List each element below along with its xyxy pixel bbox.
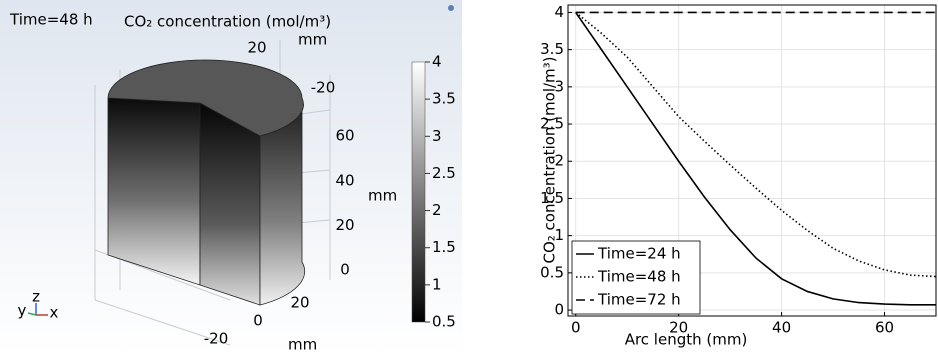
z-axis-label: mm <box>368 187 397 205</box>
y-tick-label: 4 <box>554 3 564 21</box>
y-tick-label: -20 <box>311 79 336 97</box>
x-axis-label: mm <box>288 336 317 354</box>
icon <box>448 5 454 11</box>
colorbar-tick-label: 2 <box>432 201 442 219</box>
colorbar-tick-label: 3.5 <box>432 90 456 108</box>
x-tick-label: 0 <box>253 312 263 330</box>
chart-title: CO₂ concentration (mol/m³) <box>124 13 331 31</box>
colorbar-tick-label: 2.5 <box>432 164 456 182</box>
x-tick-label: 0 <box>571 319 581 337</box>
y-tick-label: 2.5 <box>540 115 564 133</box>
cut-face <box>200 103 260 305</box>
y-tick-label: 1.5 <box>540 189 564 207</box>
legend-label: Time=72 h <box>597 291 681 309</box>
z-tick-label: 0 <box>340 261 350 279</box>
z-tick-label: 60 <box>335 127 354 145</box>
triad-label: y <box>18 302 27 320</box>
triad-label: z <box>32 288 40 306</box>
y-tick-label: 0 <box>554 301 564 319</box>
x-tick-label: 20 <box>669 319 688 337</box>
colorbar-tick-label: 1.5 <box>432 238 456 256</box>
colorbar-tick-label: 3 <box>432 127 442 145</box>
z-tick-label: 40 <box>335 171 354 189</box>
y-tick-label: 1 <box>554 226 564 244</box>
y-tick-label: 3.5 <box>540 40 564 58</box>
y-tick-label: 3 <box>554 77 564 95</box>
y-tick-label: 2 <box>554 152 564 170</box>
colorbar <box>412 62 425 322</box>
colorbar-tick-label: 0.5 <box>432 313 456 331</box>
figure: Time=48 h CO₂ concentration (mol/m³) Arc… <box>0 0 938 356</box>
y-tick-label: 20 <box>247 39 266 57</box>
colorbar-tick-label: 4 <box>432 53 442 71</box>
legend-label: Time=48 h <box>597 268 681 286</box>
legend-label: Time=24 h <box>597 245 681 263</box>
x-tick-label: 40 <box>772 319 791 337</box>
y-tick-label: 0.5 <box>540 263 564 281</box>
colorbar-tick-label: 1 <box>432 275 442 293</box>
y-axis-label: mm <box>298 31 327 49</box>
time-annotation: Time=48 h <box>9 11 93 29</box>
x-tick-label: 60 <box>875 319 894 337</box>
cut-face <box>108 98 200 285</box>
triad-label: x <box>50 304 59 322</box>
x-tick-label: 20 <box>290 294 309 312</box>
z-tick-label: 20 <box>335 216 354 234</box>
x-tick-label: -20 <box>204 330 229 348</box>
